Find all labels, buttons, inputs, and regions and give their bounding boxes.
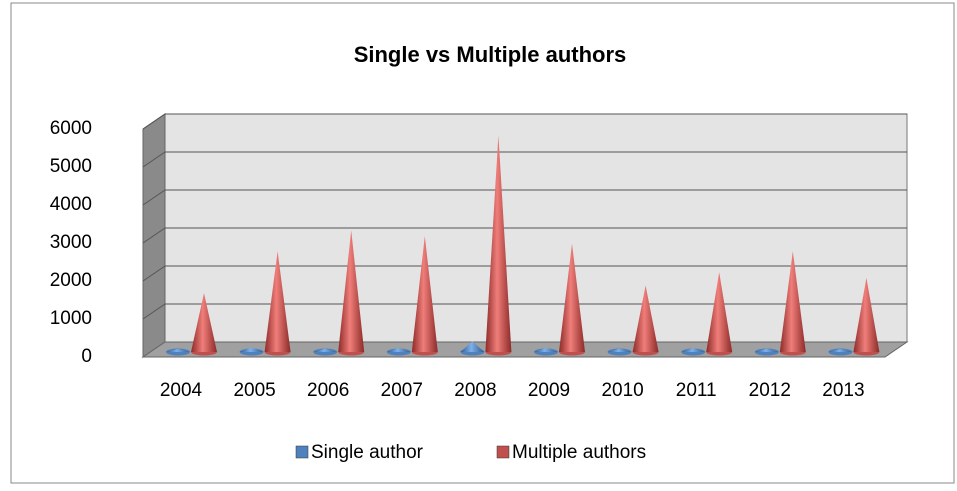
y-tick-label: 6000 [50, 118, 92, 139]
y-tick-label: 1000 [50, 308, 92, 329]
legend-label: Single author [311, 442, 424, 463]
cone [313, 348, 338, 352]
x-tick-label: 2011 [676, 380, 717, 401]
cone [754, 348, 779, 352]
cone [559, 243, 585, 352]
cone [460, 341, 485, 352]
y-tick-label: 5000 [50, 156, 92, 177]
cone [166, 348, 190, 352]
y-tick-label: 0 [81, 346, 92, 367]
cone [338, 230, 365, 352]
cone [485, 135, 512, 352]
grid-line [142, 151, 166, 168]
cone [607, 348, 632, 352]
x-tick-label: 2010 [601, 380, 643, 401]
y-tick-label: 4000 [50, 194, 92, 215]
x-tick-label: 2013 [822, 380, 864, 401]
x-tick-label: 2004 [160, 380, 203, 401]
cone [706, 272, 733, 352]
legend-swatch [496, 445, 510, 459]
legend-label: Multiple authors [512, 442, 646, 463]
y-tick-label: 3000 [50, 232, 92, 253]
grid-line [142, 189, 166, 206]
x-tick-label: 2012 [749, 380, 791, 401]
cone [411, 236, 438, 352]
grid-line [142, 113, 166, 130]
chart-title: Single vs Multiple authors [354, 42, 627, 67]
x-tick-label: 2005 [233, 380, 275, 401]
grid-line [142, 265, 166, 282]
cone [681, 348, 706, 352]
x-tick-label: 2009 [528, 380, 570, 401]
cone [264, 251, 291, 352]
cone [239, 347, 264, 352]
grid-line [142, 303, 166, 320]
cone [534, 347, 558, 352]
grid-line [142, 227, 166, 244]
cone [828, 348, 853, 352]
cone [632, 285, 659, 352]
x-tick-label: 2008 [454, 380, 496, 401]
cone [779, 251, 806, 352]
cone [853, 277, 880, 352]
cone [386, 347, 411, 352]
cone [191, 293, 217, 352]
x-tick-label: 2006 [307, 380, 349, 401]
x-tick-label: 2007 [381, 380, 423, 401]
y-tick-label: 2000 [50, 270, 92, 291]
legend-swatch [295, 445, 309, 459]
